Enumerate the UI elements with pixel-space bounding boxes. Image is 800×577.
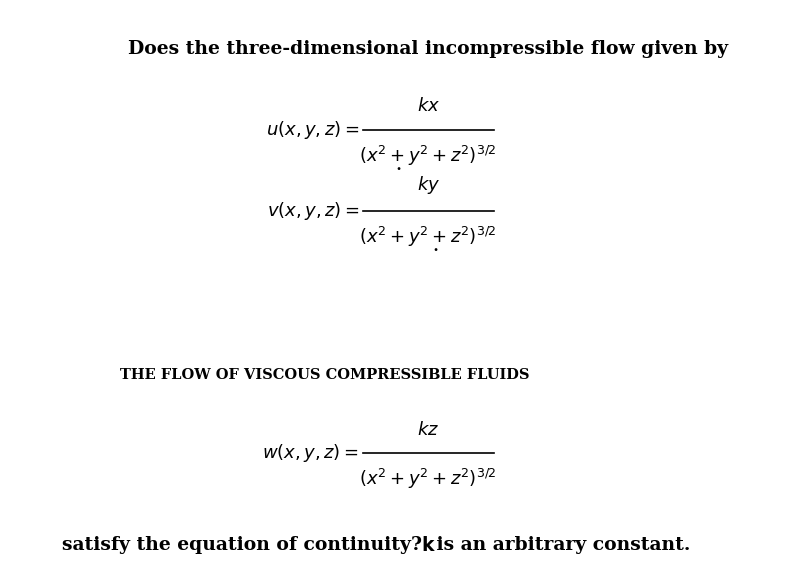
- Text: $\bullet$: $\bullet$: [395, 163, 402, 172]
- Text: $(x^2 + y^2 + z^2)^{3/2}$: $(x^2 + y^2 + z^2)^{3/2}$: [359, 467, 497, 492]
- Text: $kz$: $kz$: [417, 421, 439, 439]
- Text: is an arbitrary constant.: is an arbitrary constant.: [430, 536, 690, 554]
- Text: $u(x, y, z) =$: $u(x, y, z) =$: [266, 119, 359, 141]
- Text: $\bullet$: $\bullet$: [433, 243, 439, 253]
- Text: $v(x, y, z) =$: $v(x, y, z) =$: [266, 200, 359, 222]
- Text: THE FLOW OF VISCOUS COMPRESSIBLE FLUIDS: THE FLOW OF VISCOUS COMPRESSIBLE FLUIDS: [120, 368, 529, 382]
- Text: satisfy the equation of continuity?: satisfy the equation of continuity?: [62, 536, 428, 554]
- Text: $kx$: $kx$: [417, 98, 440, 115]
- Text: $w(x, y, z) =$: $w(x, y, z) =$: [262, 442, 359, 464]
- Text: $\mathbf{k}$: $\mathbf{k}$: [421, 536, 436, 554]
- Text: $(x^2 + y^2 + z^2)^{3/2}$: $(x^2 + y^2 + z^2)^{3/2}$: [359, 225, 497, 249]
- Text: $ky$: $ky$: [417, 174, 440, 196]
- Text: $(x^2 + y^2 + z^2)^{3/2}$: $(x^2 + y^2 + z^2)^{3/2}$: [359, 144, 497, 168]
- Text: Does the three-dimensional incompressible flow given by: Does the three-dimensional incompressibl…: [128, 40, 728, 58]
